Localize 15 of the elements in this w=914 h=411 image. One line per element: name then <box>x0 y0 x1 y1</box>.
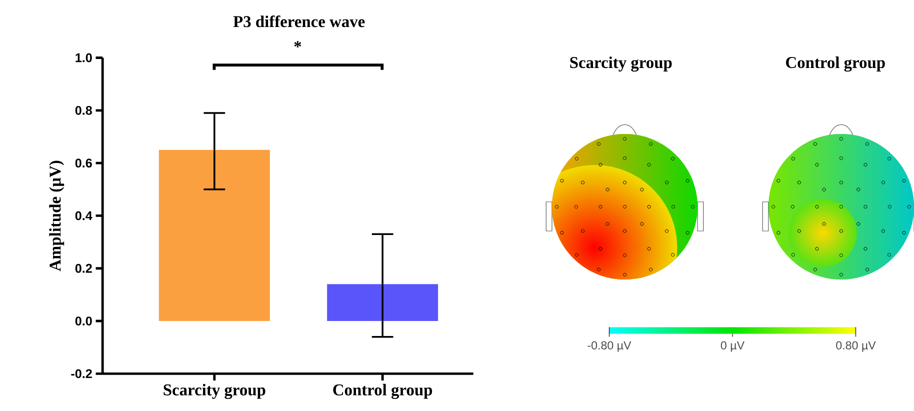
y-tick-label: 1.0 <box>76 54 92 62</box>
y-tick-label: 0.6 <box>75 158 92 168</box>
y-tick-label: 0.2 <box>75 264 92 274</box>
y-tick-label: 0.4 <box>75 211 92 220</box>
y-tick-label: -0.2 <box>71 369 92 378</box>
chart-title: P3 difference wave <box>233 16 365 28</box>
category-label: Control group <box>786 56 885 72</box>
category-label: Scarcity group <box>570 56 672 72</box>
text: -0.80 µV <box>588 341 632 352</box>
y-tick-label: 0.0 <box>75 316 92 326</box>
text: 0 µV <box>720 341 744 352</box>
y-tick-label: 0.8 <box>75 106 92 116</box>
y-axis-title: Amplitude (µV) <box>49 161 64 272</box>
text: 0.80 µV <box>836 341 876 352</box>
text: * <box>294 41 302 48</box>
